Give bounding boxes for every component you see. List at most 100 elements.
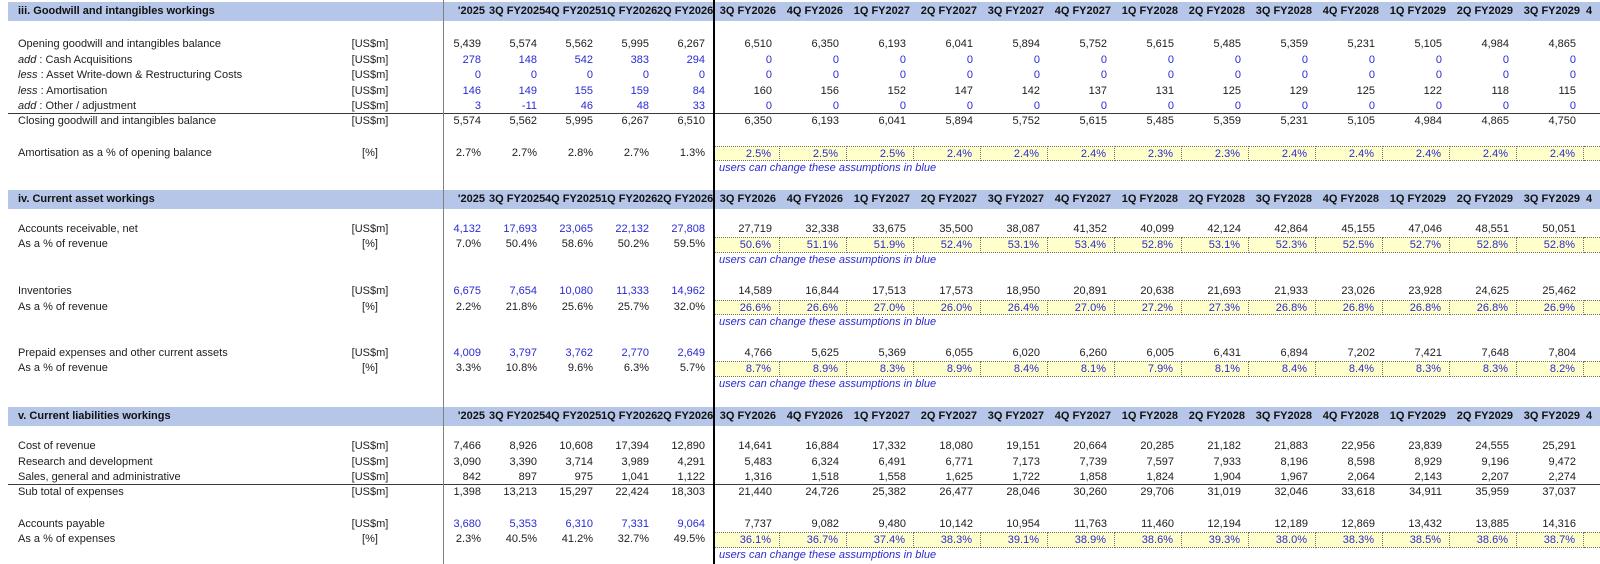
value-cell[interactable]: 14,641 [738, 440, 772, 452]
value-cell[interactable]: 0 [642, 69, 649, 81]
assumption-cell[interactable]: 38.7% [1517, 532, 1584, 548]
value-cell[interactable]: 1,858 [1079, 471, 1107, 483]
assumption-cell[interactable]: 39.3% [1182, 532, 1249, 548]
column-header[interactable]: 4Q FY2028 [1322, 410, 1379, 422]
value-cell[interactable]: 6,260 [1079, 346, 1107, 359]
value-cell[interactable]: 0 [1100, 100, 1107, 112]
value-cell[interactable]: 0 [1368, 53, 1375, 66]
value-cell[interactable]: 5,995 [621, 38, 649, 50]
assumption-cell[interactable]: 52.8% [1115, 237, 1182, 253]
column-header[interactable]: 4 [1586, 410, 1593, 422]
value-cell[interactable]: 24,555 [1475, 440, 1509, 452]
assumption-cell[interactable]: 8.2% [1517, 361, 1584, 377]
value-cell[interactable]: 0 [698, 69, 705, 81]
assumption-cell[interactable]: 26.0% [914, 299, 981, 315]
value-cell[interactable]: 37,037 [1542, 486, 1576, 498]
assumption-cell[interactable]: 52.7% [1383, 237, 1450, 253]
value-cell[interactable]: 7,421 [1414, 346, 1442, 359]
assumption-cell[interactable]: 8.7% [713, 361, 780, 377]
column-header[interactable]: 4Q FY2028 [1322, 5, 1379, 17]
assumption-cell[interactable]: 2.4% [1316, 145, 1383, 161]
value-cell[interactable]: 8,598 [1347, 455, 1375, 468]
value-cell[interactable] [1584, 237, 1600, 253]
value-cell[interactable]: 5,483 [744, 455, 772, 468]
assumption-note[interactable]: users can change these assumptions in bl… [719, 377, 937, 390]
value-cell[interactable]: 5,439 [453, 38, 481, 50]
row-label[interactable]: Accounts receivable, net [US$m] [8, 222, 443, 238]
value-cell[interactable]: 1,558 [878, 471, 906, 483]
column-header[interactable]: 4 [1586, 192, 1593, 205]
value-cell[interactable] [1584, 53, 1600, 69]
value-cell[interactable]: 0 [966, 69, 973, 81]
assumption-cell[interactable]: 27.0% [1048, 299, 1115, 315]
value-cell[interactable] [1584, 99, 1600, 113]
assumption-cell[interactable]: 51.1% [780, 237, 847, 253]
value-cell[interactable]: 41,352 [1073, 222, 1107, 235]
value-cell[interactable]: 142 [1021, 84, 1040, 97]
value-cell[interactable]: 3,090 [453, 455, 481, 468]
value-cell[interactable]: 21,693 [1207, 285, 1241, 297]
column-header[interactable]: 3Q FY2028 [1255, 192, 1312, 205]
value-cell[interactable]: 30,260 [1073, 486, 1107, 498]
value-cell[interactable]: 0 [1435, 69, 1442, 81]
assumption-cell[interactable]: 2.4% [1048, 145, 1115, 161]
value-cell[interactable]: 6,510 [677, 115, 705, 127]
value-cell[interactable]: 0 [1234, 100, 1241, 112]
value-cell[interactable]: 50.2% [617, 238, 649, 250]
value-cell[interactable]: 16,844 [805, 285, 839, 297]
value-cell[interactable] [1584, 37, 1600, 53]
value-cell[interactable]: 41.2% [561, 533, 593, 545]
value-cell[interactable]: 23,928 [1408, 285, 1442, 297]
value-cell[interactable]: 45,155 [1341, 222, 1375, 235]
value-cell[interactable]: 1,316 [744, 471, 772, 483]
column-header[interactable]: 2Q FY2029 [1456, 5, 1513, 17]
value-cell[interactable]: 32,046 [1274, 486, 1308, 498]
value-cell[interactable]: 6,193 [811, 115, 839, 127]
value-cell[interactable]: 6,491 [878, 455, 906, 468]
value-cell[interactable]: 42,124 [1207, 222, 1241, 235]
value-cell[interactable]: 33,618 [1341, 486, 1375, 498]
row-label[interactable]: less : Amortisation [US$m] [8, 84, 443, 100]
value-cell[interactable]: 0 [1569, 69, 1576, 81]
assumption-note[interactable]: users can change these assumptions in bl… [719, 162, 937, 174]
value-cell[interactable]: 3,714 [565, 455, 593, 468]
value-cell[interactable]: 40.5% [505, 533, 537, 545]
value-cell[interactable]: 7,202 [1347, 346, 1375, 359]
value-cell[interactable]: 14,962 [671, 285, 705, 297]
value-cell[interactable]: 148 [518, 53, 537, 66]
value-cell[interactable]: 542 [574, 53, 593, 66]
value-cell[interactable]: 34,911 [1409, 486, 1442, 498]
value-cell[interactable]: 0 [966, 100, 973, 112]
value-cell[interactable]: 159 [630, 84, 649, 97]
value-cell[interactable]: 27,808 [671, 222, 705, 235]
assumption-cell[interactable]: 2.5% [713, 145, 780, 161]
value-cell[interactable]: 22,132 [615, 222, 649, 235]
column-header[interactable]: 2Q FY2029 [1456, 410, 1513, 422]
value-cell[interactable]: 5,574 [453, 115, 481, 127]
assumption-cell[interactable]: 26.8% [1383, 299, 1450, 315]
column-header[interactable]: 3Q FY2028 [1255, 410, 1312, 422]
value-cell[interactable]: 15,297 [559, 486, 593, 498]
value-cell[interactable]: 4,009 [453, 346, 481, 359]
value-cell[interactable]: 23,839 [1408, 440, 1442, 452]
column-header[interactable]: '2025 [457, 192, 485, 205]
value-cell[interactable]: 48,551 [1475, 222, 1509, 235]
column-header[interactable]: 4Q FY2026 [786, 410, 843, 422]
value-cell[interactable]: 5,231 [1347, 38, 1375, 50]
value-cell[interactable]: 5,353 [509, 517, 537, 530]
value-cell[interactable]: 5,562 [509, 115, 537, 127]
assumption-cell[interactable]: 53.1% [1182, 237, 1249, 253]
column-header[interactable]: 2Q FY2028 [1188, 192, 1245, 205]
assumption-cell[interactable]: 2.5% [847, 145, 914, 161]
assumption-cell[interactable]: 53.4% [1048, 237, 1115, 253]
value-cell[interactable]: 9,472 [1548, 455, 1576, 468]
column-header[interactable]: 3Q FY2027 [987, 410, 1044, 422]
column-header[interactable]: 3Q FY2026 [719, 410, 776, 422]
value-cell[interactable]: 35,500 [939, 222, 973, 235]
value-cell[interactable]: 20,638 [1140, 285, 1174, 297]
value-cell[interactable]: 42,864 [1274, 222, 1308, 235]
value-cell[interactable]: 4,865 [1481, 115, 1509, 127]
value-cell[interactable]: 4,750 [1548, 115, 1576, 127]
value-cell[interactable]: 0 [1569, 53, 1576, 66]
value-cell[interactable]: 9,082 [811, 517, 839, 530]
